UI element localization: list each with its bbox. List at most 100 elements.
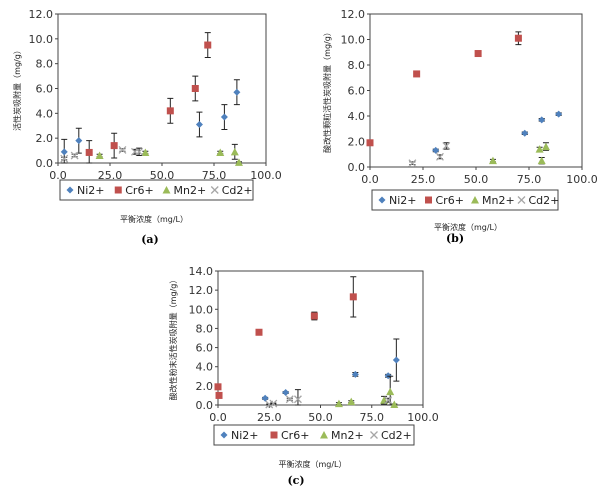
legend-marker <box>517 196 526 204</box>
series-mn2 <box>488 142 550 165</box>
series-cd2 <box>408 142 451 168</box>
series-mn2 <box>95 143 243 166</box>
y-tick-label: 0.0 <box>196 399 214 412</box>
y-tick-label: 4.0 <box>348 110 366 123</box>
data-point <box>538 116 546 124</box>
x-tick-label: 100.0 <box>250 169 282 182</box>
plot-frame <box>217 270 424 406</box>
legend-box <box>371 189 559 211</box>
x-tick-label: 50.0 <box>464 173 489 186</box>
legend-label: Mn2+ <box>331 429 364 442</box>
data-point <box>195 121 203 129</box>
data-point <box>118 146 127 154</box>
data-point <box>214 383 222 391</box>
data-point <box>110 142 118 150</box>
series-mn2 <box>334 375 399 409</box>
x-axis-label: 平衡浓度（mg/L） <box>434 222 502 232</box>
data-point <box>537 156 546 165</box>
panel-caption: (b) <box>446 232 464 245</box>
legend-label: Cd2+ <box>529 194 560 207</box>
legend-label: Cd2+ <box>381 429 412 442</box>
data-point <box>384 396 393 405</box>
series-cd2 <box>60 146 144 163</box>
legend-marker <box>471 196 479 204</box>
y-tick-label: 8.0 <box>196 322 214 335</box>
y-tick-label: 0.0 <box>348 161 366 174</box>
y-tick-label: 6.0 <box>196 342 214 355</box>
x-tick-label: 75.0 <box>517 173 542 186</box>
data-point <box>60 154 69 163</box>
legend-label: Ni2+ <box>231 429 259 442</box>
y-tick-label: 6.0 <box>36 83 54 96</box>
legend: Ni2+ Cr6+ Mn2+ Cd2+ <box>371 189 560 211</box>
legend-marker <box>370 431 378 439</box>
y-tick-label: 8.0 <box>348 59 366 72</box>
y-axis-label: 酸改性粉末活性炭吸附量（mg/g） <box>168 276 178 401</box>
data-point <box>436 152 444 161</box>
series-cr6 <box>214 276 357 399</box>
error-bar <box>294 389 301 406</box>
data-point <box>282 389 290 397</box>
legend-marker <box>270 431 278 439</box>
y-tick-label: 10.0 <box>341 34 366 47</box>
data-point <box>366 139 374 147</box>
series-ni2 <box>60 79 241 164</box>
series-cr6 <box>366 31 522 147</box>
legend-label: Mn2+ <box>482 194 515 207</box>
x-tick-label: 50.0 <box>150 169 175 182</box>
data-point <box>215 391 223 399</box>
legend-label: Ni2+ <box>77 184 105 197</box>
legend-label: Cr6+ <box>436 194 464 207</box>
series-ni2 <box>261 338 400 402</box>
chart-panel-c: 0.0 2.0 4.0 6.0 8.0 10.0 12.0 14.0 0.0 25.0 50.0 75… <box>168 265 439 487</box>
y-tick-label: 12.0 <box>29 8 54 21</box>
data-point <box>269 399 278 408</box>
legend-marker <box>162 186 171 194</box>
legend-label: Cr6+ <box>125 184 153 197</box>
y-tick-label: 6.0 <box>348 85 366 98</box>
x-axis-label: 平衡浓度（mg/L） <box>120 214 188 224</box>
data-point <box>334 399 343 408</box>
data-point <box>230 147 239 156</box>
x-tick-label: 25.0 <box>98 169 123 182</box>
data-point <box>204 41 212 49</box>
legend-marker <box>320 431 328 439</box>
panel-caption: (a) <box>141 233 159 246</box>
data-point <box>191 85 199 92</box>
x-tick-label: 100.0 <box>407 411 439 424</box>
legend-label: Cd2+ <box>222 184 253 197</box>
chart-panel-b: 0.0 2.0 4.0 6.0 8.0 10.0 12.0 0.0 25.0 50.0 75.0 10… <box>322 8 598 245</box>
y-tick-label: 8.0 <box>36 58 54 71</box>
data-point <box>255 328 263 336</box>
data-point <box>261 394 269 402</box>
legend-marker <box>378 196 386 204</box>
legend-marker <box>220 431 228 439</box>
data-point <box>141 148 150 156</box>
data-point <box>514 34 522 42</box>
legend-box <box>213 424 415 446</box>
legend-marker <box>66 186 74 194</box>
data-point <box>75 137 83 145</box>
data-point <box>555 110 563 118</box>
data-point <box>95 151 104 160</box>
data-point <box>285 395 294 404</box>
data-point <box>310 312 318 320</box>
y-tick-label: 2.0 <box>348 136 366 149</box>
x-tick-label: 0.0 <box>209 411 227 424</box>
x-tick-label: 0.0 <box>361 173 379 186</box>
data-point <box>70 151 79 160</box>
legend-box <box>59 179 254 201</box>
x-tick-label: 50.0 <box>308 411 333 424</box>
data-point <box>60 148 68 156</box>
data-point <box>488 156 497 165</box>
series-ni2 <box>432 110 563 154</box>
data-point <box>347 397 356 406</box>
x-axis-label: 平衡浓度（mg/L） <box>278 459 346 469</box>
x-tick-label: 100.0 <box>566 173 598 186</box>
data-point <box>474 50 482 58</box>
data-point <box>293 395 302 404</box>
data-point <box>234 158 243 166</box>
x-tick-label: 75.0 <box>360 411 385 424</box>
x-tick-label: 75.0 <box>202 169 227 182</box>
